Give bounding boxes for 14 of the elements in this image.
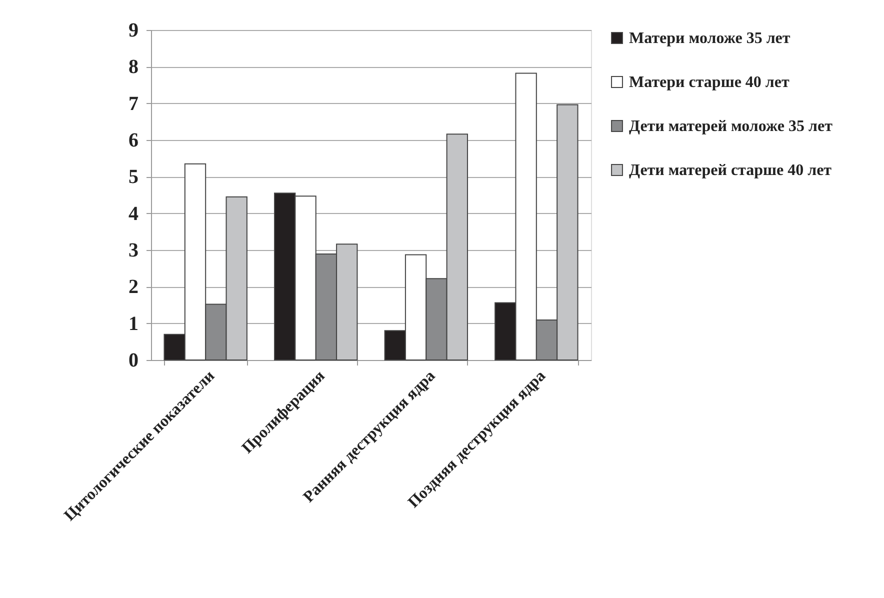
legend-label: Дети матерей старше 40 лет — [629, 162, 832, 179]
y-tick-label: 7 — [128, 92, 138, 115]
legend-label: Дети матерей моложе 35 лет — [629, 118, 833, 135]
legend-label: Матери старше 40 лет — [629, 74, 790, 91]
y-tick-label: 4 — [128, 202, 138, 225]
y-tick-label: 1 — [128, 312, 138, 335]
y-tick-label: 6 — [128, 130, 138, 152]
y-tick-label: 2 — [128, 276, 138, 298]
legend-label: Матери моложе 35 лет — [629, 30, 790, 47]
y-tick-label: 9 — [128, 20, 138, 42]
y-tick-label: 0 — [128, 350, 138, 372]
y-tick-label: 8 — [128, 56, 138, 78]
y-tick-label: 3 — [128, 240, 138, 262]
y-tick-label: 5 — [128, 166, 138, 188]
